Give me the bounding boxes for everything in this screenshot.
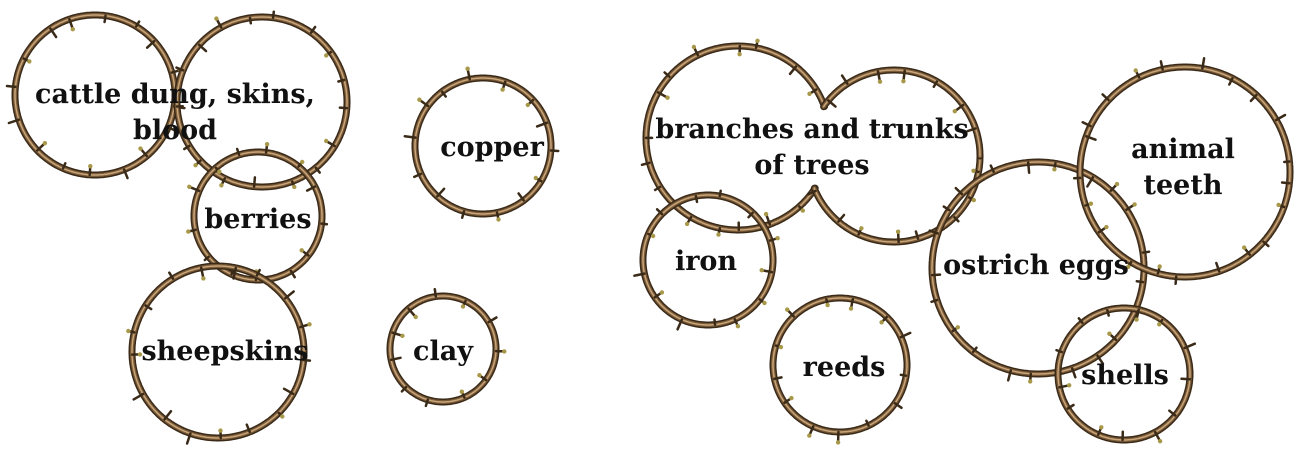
label-ostrich-eggs: ostrich eggs [943, 250, 1129, 281]
label-clay: clay [413, 336, 473, 367]
ring-shells [1054, 304, 1197, 444]
label-branches-trunks: branches and trunks of trees [655, 114, 969, 181]
ring-reeds [769, 294, 912, 445]
ring-iron [633, 189, 780, 331]
ring-branches-trunks [640, 38, 984, 246]
ring-animal-teeth [1072, 57, 1294, 286]
ring-copper [403, 66, 560, 222]
label-iron: iron [674, 246, 738, 277]
label-sheepskins: sheepskins [141, 336, 309, 367]
label-shells: shells [1081, 360, 1169, 391]
ring-sheepskins [126, 262, 312, 445]
label-cattle-dung: cattle dung, skins, blood [35, 79, 315, 146]
ring-clay [386, 287, 507, 408]
ring-ostrich-eggs [928, 158, 1151, 384]
label-animal-teeth: animal teeth [1131, 134, 1235, 201]
label-reeds: reeds [802, 352, 886, 383]
label-copper: copper [440, 132, 544, 163]
ring-berries [186, 142, 329, 284]
label-berries: berries [204, 204, 312, 235]
